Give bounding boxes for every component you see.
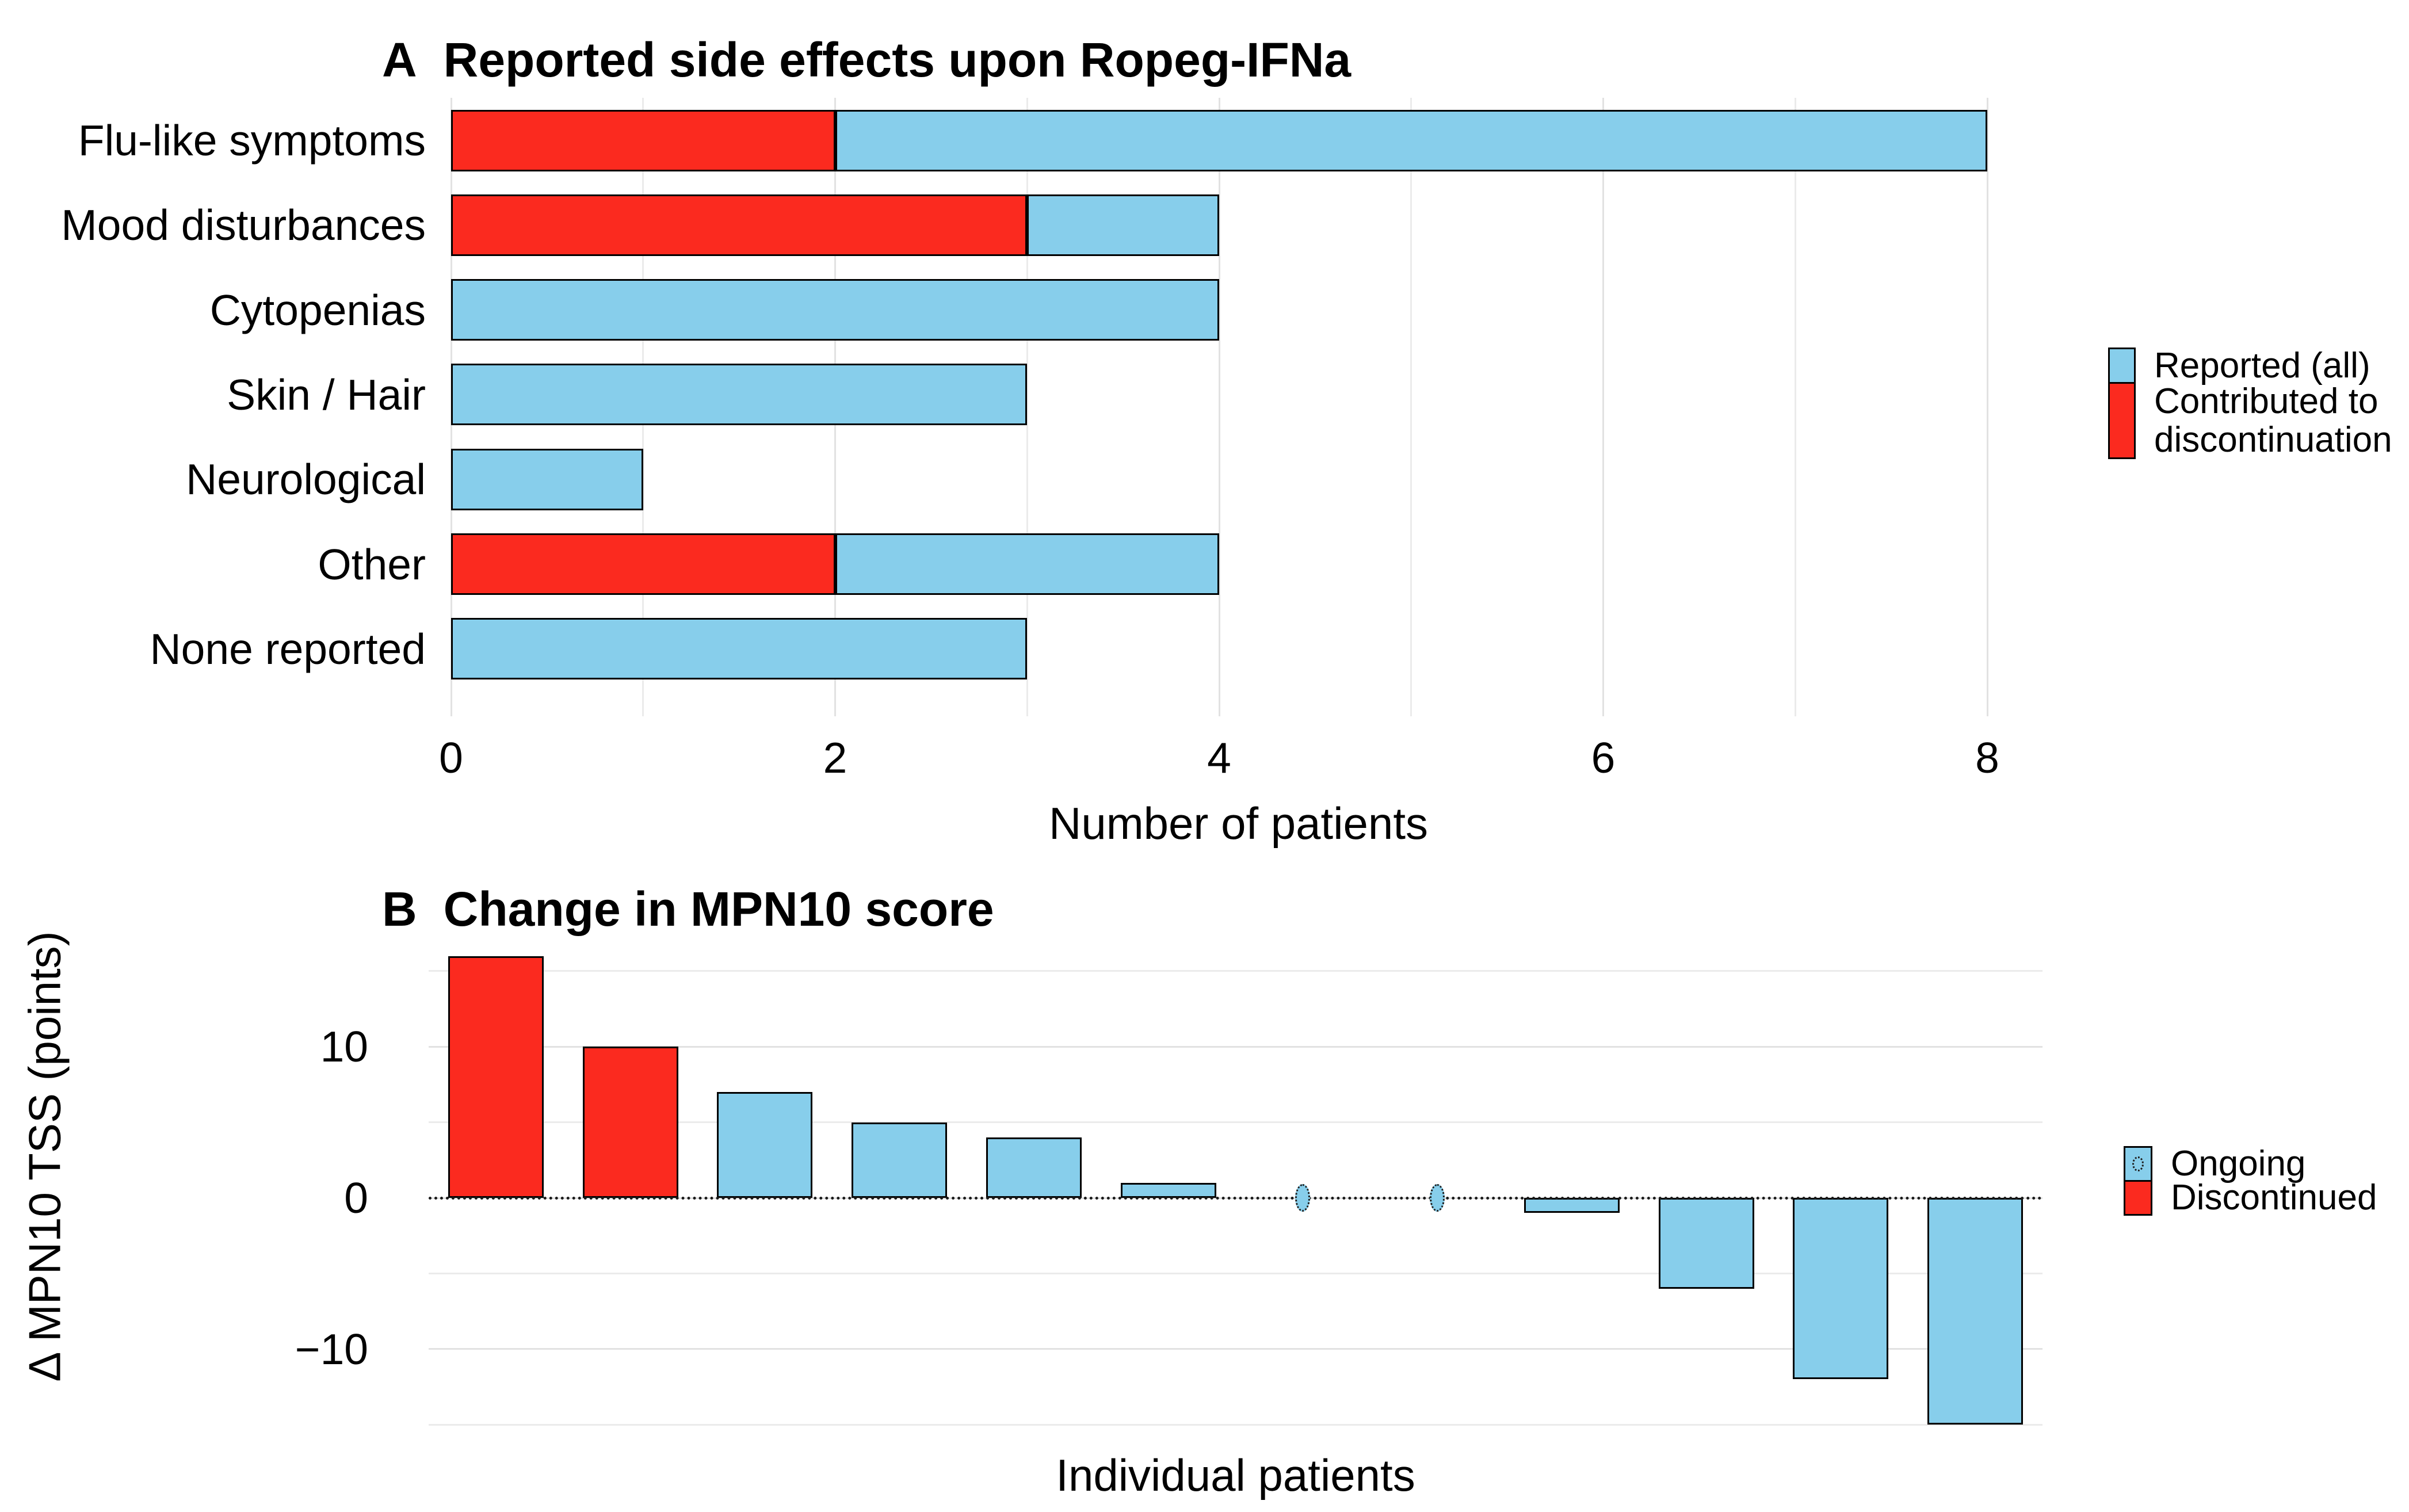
patient-bar xyxy=(1120,1182,1216,1198)
legend-label-ongoing: Ongoing xyxy=(2171,1144,2306,1183)
patient-bar xyxy=(1658,1198,1754,1289)
panel-a-tag: A xyxy=(382,33,417,87)
bar-segment-reported xyxy=(451,364,1028,426)
patient-bar xyxy=(1524,1198,1620,1213)
x-tick-label: 0 xyxy=(439,734,463,782)
zero-line xyxy=(429,1197,2043,1200)
legend-label-reported: Reported (all) xyxy=(2154,346,2370,385)
x-tick-label: 6 xyxy=(1591,734,1616,782)
bar-segment-discontinuation xyxy=(451,194,1028,256)
x-tick-label: 8 xyxy=(1975,734,1999,782)
patient-bar xyxy=(582,1047,678,1198)
bar-segment-reported xyxy=(451,618,1028,680)
y-tick-label: 10 xyxy=(320,1022,368,1071)
patient-bar xyxy=(717,1092,813,1198)
bar-segment-reported xyxy=(835,533,1219,595)
gridline-vertical xyxy=(1602,98,1604,716)
category-label: Neurological xyxy=(186,455,426,504)
legend-key-discontinuation-icon xyxy=(2108,382,2136,459)
gridline-horizontal xyxy=(429,1348,2043,1350)
legend-a-row-discontinuation: Contributed to discontinuation xyxy=(2108,382,2407,459)
bar-segment-reported xyxy=(835,109,1987,171)
panel-b-tag: B xyxy=(382,882,417,936)
bar-segment-reported xyxy=(1027,194,1219,256)
panel-a-title-row: A Reported side effects upon Ropeg-IFNa xyxy=(382,30,1351,90)
gridline-horizontal xyxy=(429,1121,2043,1124)
legend-b-row-discontinued: Discontinued xyxy=(2124,1180,2377,1216)
panel-a-plot xyxy=(429,98,2048,716)
panel-a-category-labels: Flu-like symptoms Mood disturbances Cytope… xyxy=(0,98,426,716)
zero-marker-icon xyxy=(1430,1184,1445,1212)
gridline-vertical xyxy=(1794,98,1796,716)
y-tick-label: −10 xyxy=(295,1324,368,1373)
panel-a-title: Reported side effects upon Ropeg-IFNa xyxy=(443,33,1352,87)
legend-a-row-reported: Reported (all) xyxy=(2108,348,2407,384)
category-label: Mood disturbances xyxy=(61,201,426,250)
patient-bar xyxy=(1793,1198,1889,1380)
gridline-horizontal xyxy=(429,1045,2043,1048)
patient-bar xyxy=(448,956,544,1198)
category-label: Skin / Hair xyxy=(227,370,426,419)
legend-label-discontinuation: Contributed to discontinuation xyxy=(2154,381,2392,460)
legend-key-discontinued-icon xyxy=(2124,1180,2152,1216)
panel-b-title-row: B Change in MPN10 score xyxy=(382,879,994,939)
legend-b-row-ongoing: Ongoing xyxy=(2124,1146,2377,1182)
panel-b-title: Change in MPN10 score xyxy=(443,882,994,936)
gridline-vertical xyxy=(1986,98,1988,716)
y-tick-label: 0 xyxy=(344,1174,368,1222)
panel-b-yaxis-title: Δ MPN10 TSS (points) xyxy=(19,931,70,1382)
gridline-vertical xyxy=(1026,98,1028,716)
panel-b-plot xyxy=(429,944,2043,1438)
patient-bar xyxy=(852,1122,948,1198)
gridline-horizontal xyxy=(429,1272,2043,1274)
bar-segment-discontinuation xyxy=(451,109,835,171)
legend-key-ongoing-icon xyxy=(2124,1146,2152,1182)
category-label: Cytopenias xyxy=(209,285,426,334)
category-label: None reported xyxy=(150,624,426,673)
panel-b-ytick-labels: 10 0 −10 xyxy=(230,944,368,1438)
zero-marker-icon xyxy=(2132,1156,2144,1171)
panel-b-xaxis-title: Individual patients xyxy=(1056,1450,1415,1500)
legend-label-discontinued: Discontinued xyxy=(2171,1178,2377,1217)
category-label: Other xyxy=(318,540,426,589)
gridline-vertical xyxy=(1218,98,1220,716)
x-tick-label: 2 xyxy=(823,734,847,782)
legend-b: Ongoing Discontinued xyxy=(2124,1146,2377,1216)
zero-marker-icon xyxy=(1295,1184,1311,1212)
gridline-horizontal xyxy=(429,1423,2043,1426)
bar-segment-reported xyxy=(451,279,1219,341)
legend-a: Reported (all) Contributed to discontinu… xyxy=(2108,348,2407,459)
patient-bar xyxy=(986,1137,1082,1198)
category-label: Flu-like symptoms xyxy=(78,116,426,165)
gridline-vertical xyxy=(1410,98,1412,716)
gridline-horizontal xyxy=(429,970,2043,972)
panel-a-xticks: 0 2 4 6 8 xyxy=(429,732,2048,784)
panel-a-xaxis-title: Number of patients xyxy=(1048,798,1428,849)
x-tick-label: 4 xyxy=(1207,734,1231,782)
patient-bar xyxy=(1927,1198,2024,1425)
legend-key-reported-icon xyxy=(2108,348,2136,384)
bar-segment-reported xyxy=(451,448,643,510)
bar-segment-discontinuation xyxy=(451,533,835,595)
